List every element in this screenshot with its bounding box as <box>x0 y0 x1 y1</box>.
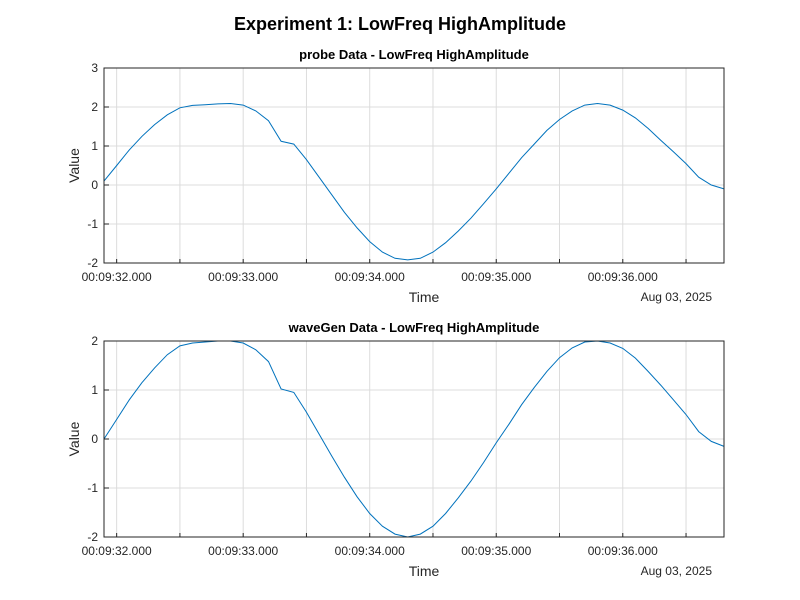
y-tick-label: -1 <box>87 217 98 231</box>
x-tick-label: 00:09:35.000 <box>461 270 531 284</box>
y-tick-label: 1 <box>91 383 98 397</box>
x-tick-label: 00:09:32.000 <box>82 270 152 284</box>
x-axis-label: Time <box>409 563 440 579</box>
x-tick-label: 00:09:33.000 <box>208 270 278 284</box>
y-tick-label: 2 <box>91 334 98 348</box>
x-axis-label: Time <box>409 289 440 305</box>
x-tick-label: 00:09:36.000 <box>588 270 658 284</box>
y-tick-label: 3 <box>91 61 98 75</box>
x-tick-label: 00:09:34.000 <box>335 544 405 558</box>
x-tick-label: 00:09:33.000 <box>208 544 278 558</box>
figure-supertitle: Experiment 1: LowFreq HighAmplitude <box>233 14 567 34</box>
y-axis-label: Value <box>66 421 82 456</box>
date-label: Aug 03, 2025 <box>641 290 713 304</box>
y-tick-label: 2 <box>91 100 98 114</box>
subplot-2: 2 1 0 -1 -200:09:32.000 00:09:33.000 00:09:34.… <box>66 320 725 579</box>
axes-box <box>103 67 725 264</box>
subplot-title: waveGen Data - LowFreq HighAmplitude <box>288 320 540 335</box>
date-label: Aug 03, 2025 <box>641 564 713 578</box>
y-tick-label: -2 <box>87 256 98 270</box>
subplot-title: probe Data - LowFreq HighAmplitude <box>299 47 529 62</box>
x-tick-label: 00:09:36.000 <box>588 544 658 558</box>
subplot-1: 3 2 1 0 -1 -200:09:32.000 00:09:33.000 00:09:34… <box>66 47 725 305</box>
y-tick-label: 0 <box>91 432 98 446</box>
plot-area <box>104 68 724 263</box>
x-tick-label: 00:09:34.000 <box>335 270 405 284</box>
x-tick-label: 00:09:32.000 <box>82 544 152 558</box>
y-tick-label: -1 <box>87 481 98 495</box>
y-axis-label: Value <box>66 148 82 183</box>
y-tick-label: -2 <box>87 530 98 544</box>
y-tick-label: 0 <box>91 178 98 192</box>
series-line <box>103 102 725 261</box>
series-line <box>103 340 725 538</box>
x-tick-label: 00:09:35.000 <box>461 544 531 558</box>
y-tick-label: 1 <box>91 139 98 153</box>
